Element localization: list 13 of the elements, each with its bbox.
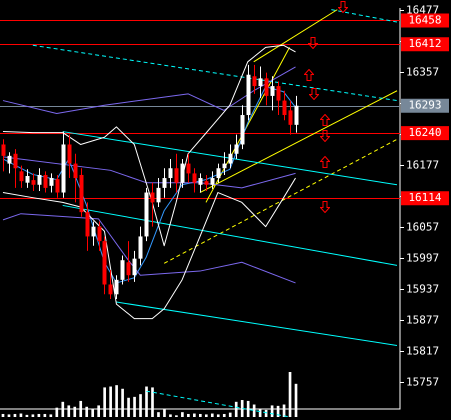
y-tick-label: 15997 — [406, 252, 440, 265]
ref-line-label: 16458 — [408, 13, 442, 26]
ref-line-label: 16412 — [408, 37, 442, 50]
y-tick-label: 15817 — [406, 344, 440, 358]
y-tick-label: 15877 — [406, 314, 440, 327]
ref-line-label: 16114 — [408, 191, 442, 204]
ref-line-label: 16293 — [408, 98, 442, 112]
y-tick-label: 16357 — [406, 66, 440, 79]
y-tick-label: 16057 — [406, 220, 440, 234]
y-tick-label: 15937 — [406, 282, 440, 296]
y-tick-label: 16177 — [406, 158, 440, 172]
ref-line-label: 16240 — [408, 126, 442, 139]
y-tick-label: 15757 — [406, 376, 440, 389]
